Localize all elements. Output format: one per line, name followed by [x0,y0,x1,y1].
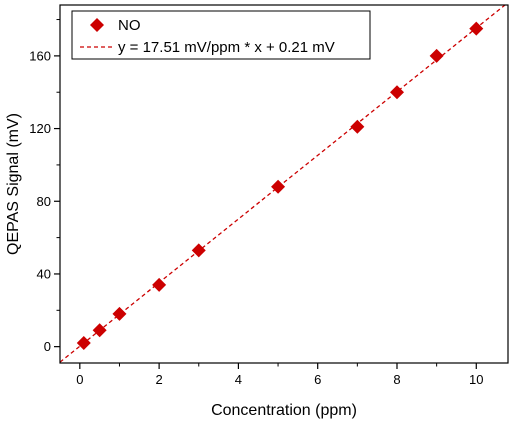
y-tick-label: 0 [44,339,51,354]
legend: NO y = 17.51 mV/ppm * x + 0.21 mV [71,10,371,60]
legend-box [71,10,371,60]
x-axis-title: Concentration (ppm) [211,402,357,419]
legend-series-label: NO [118,17,141,34]
data-point [429,48,444,63]
x-tick-label: 6 [314,372,321,387]
data-point [112,306,127,321]
x-tick-label: 8 [393,372,400,387]
data-point [92,323,107,338]
legend-series-marker [90,18,104,32]
data-point [469,21,484,36]
x-axis-ticks: 0 2 4 6 8 10 [76,363,484,387]
x-tick-label: 2 [155,372,162,387]
plot-content [60,5,507,363]
data-point [191,243,206,258]
y-tick-label: 40 [37,266,51,281]
y-tick-label: 120 [29,121,51,136]
legend-fit-label: y = 17.51 mV/ppm * x + 0.21 mV [118,39,335,56]
y-axis-title: QEPAS Signal (mV) [5,113,22,255]
data-point [350,119,365,134]
x-tick-label: 0 [76,372,83,387]
y-tick-label: 160 [29,48,51,63]
data-point [389,85,404,100]
plot-frame [59,4,509,364]
data-point [76,336,91,351]
y-tick-label: 80 [37,194,51,209]
data-point [271,179,286,194]
fit-line [60,5,507,363]
y-axis-ticks: 0 40 80 120 160 [29,19,60,354]
x-tick-label: 4 [235,372,242,387]
data-point [152,277,167,292]
x-tick-label: 10 [469,372,483,387]
